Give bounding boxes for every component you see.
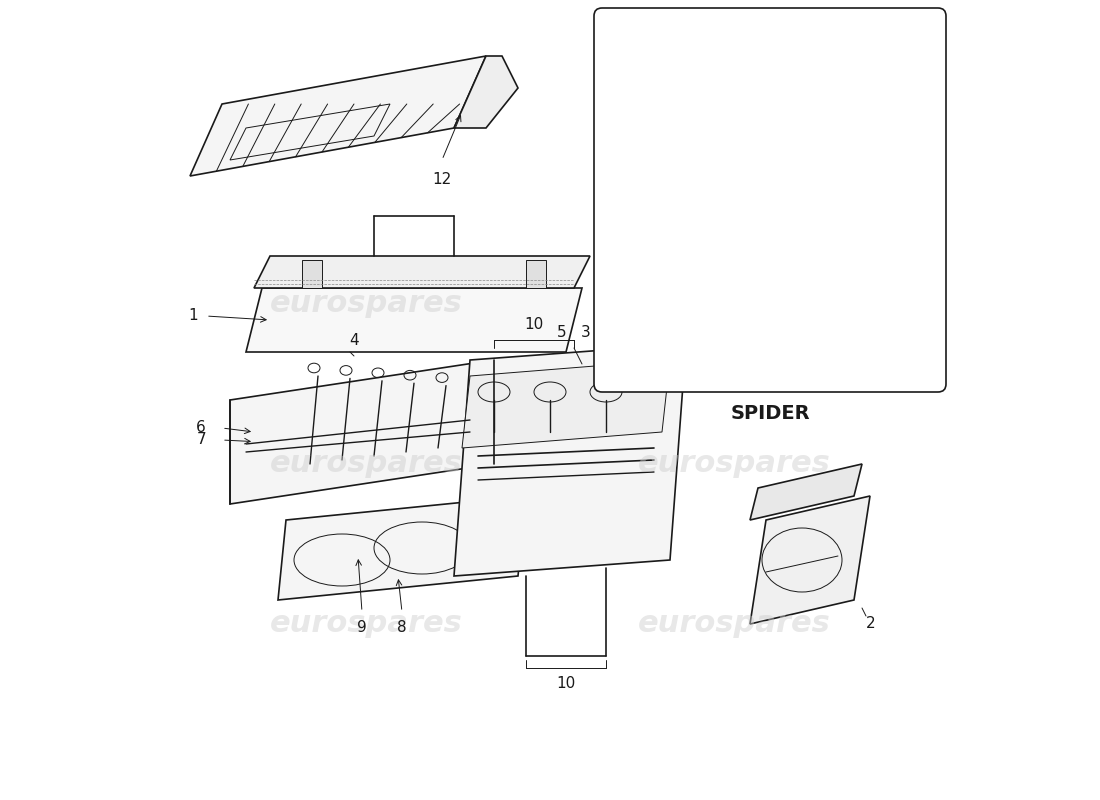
Bar: [526, 260, 546, 288]
Text: 11: 11: [760, 364, 780, 379]
Text: eurospares: eurospares: [638, 610, 830, 638]
Polygon shape: [670, 268, 814, 312]
Text: 7: 7: [197, 433, 206, 447]
FancyBboxPatch shape: [594, 8, 946, 392]
Text: eurospares: eurospares: [270, 450, 462, 478]
Polygon shape: [246, 288, 582, 352]
Text: 1: 1: [188, 309, 198, 323]
Ellipse shape: [657, 323, 674, 341]
Text: 4: 4: [349, 333, 359, 348]
Polygon shape: [254, 256, 590, 288]
Polygon shape: [278, 496, 526, 600]
Text: 12: 12: [432, 172, 452, 187]
Polygon shape: [630, 56, 862, 144]
Text: 6: 6: [196, 421, 206, 435]
Text: eurospares: eurospares: [638, 450, 830, 478]
Text: 10: 10: [525, 317, 543, 332]
Bar: [302, 260, 322, 288]
Text: 2: 2: [866, 617, 876, 631]
Text: 9: 9: [358, 620, 367, 635]
Polygon shape: [666, 144, 790, 208]
Polygon shape: [190, 56, 486, 176]
Text: 5: 5: [558, 325, 566, 340]
Text: 8: 8: [397, 620, 407, 635]
Text: eurospares: eurospares: [270, 290, 462, 318]
Polygon shape: [454, 344, 686, 576]
Polygon shape: [230, 360, 494, 504]
Polygon shape: [750, 464, 862, 520]
Text: 3: 3: [581, 325, 591, 340]
Ellipse shape: [624, 88, 644, 144]
Text: 10: 10: [557, 676, 575, 691]
Polygon shape: [834, 164, 922, 324]
Polygon shape: [750, 496, 870, 624]
Text: SPIDER: SPIDER: [730, 404, 810, 423]
Polygon shape: [454, 56, 518, 128]
Polygon shape: [822, 104, 910, 264]
Text: eurospares: eurospares: [270, 610, 462, 638]
Polygon shape: [670, 216, 838, 264]
Polygon shape: [718, 304, 822, 344]
Polygon shape: [462, 360, 670, 448]
Ellipse shape: [666, 242, 683, 262]
